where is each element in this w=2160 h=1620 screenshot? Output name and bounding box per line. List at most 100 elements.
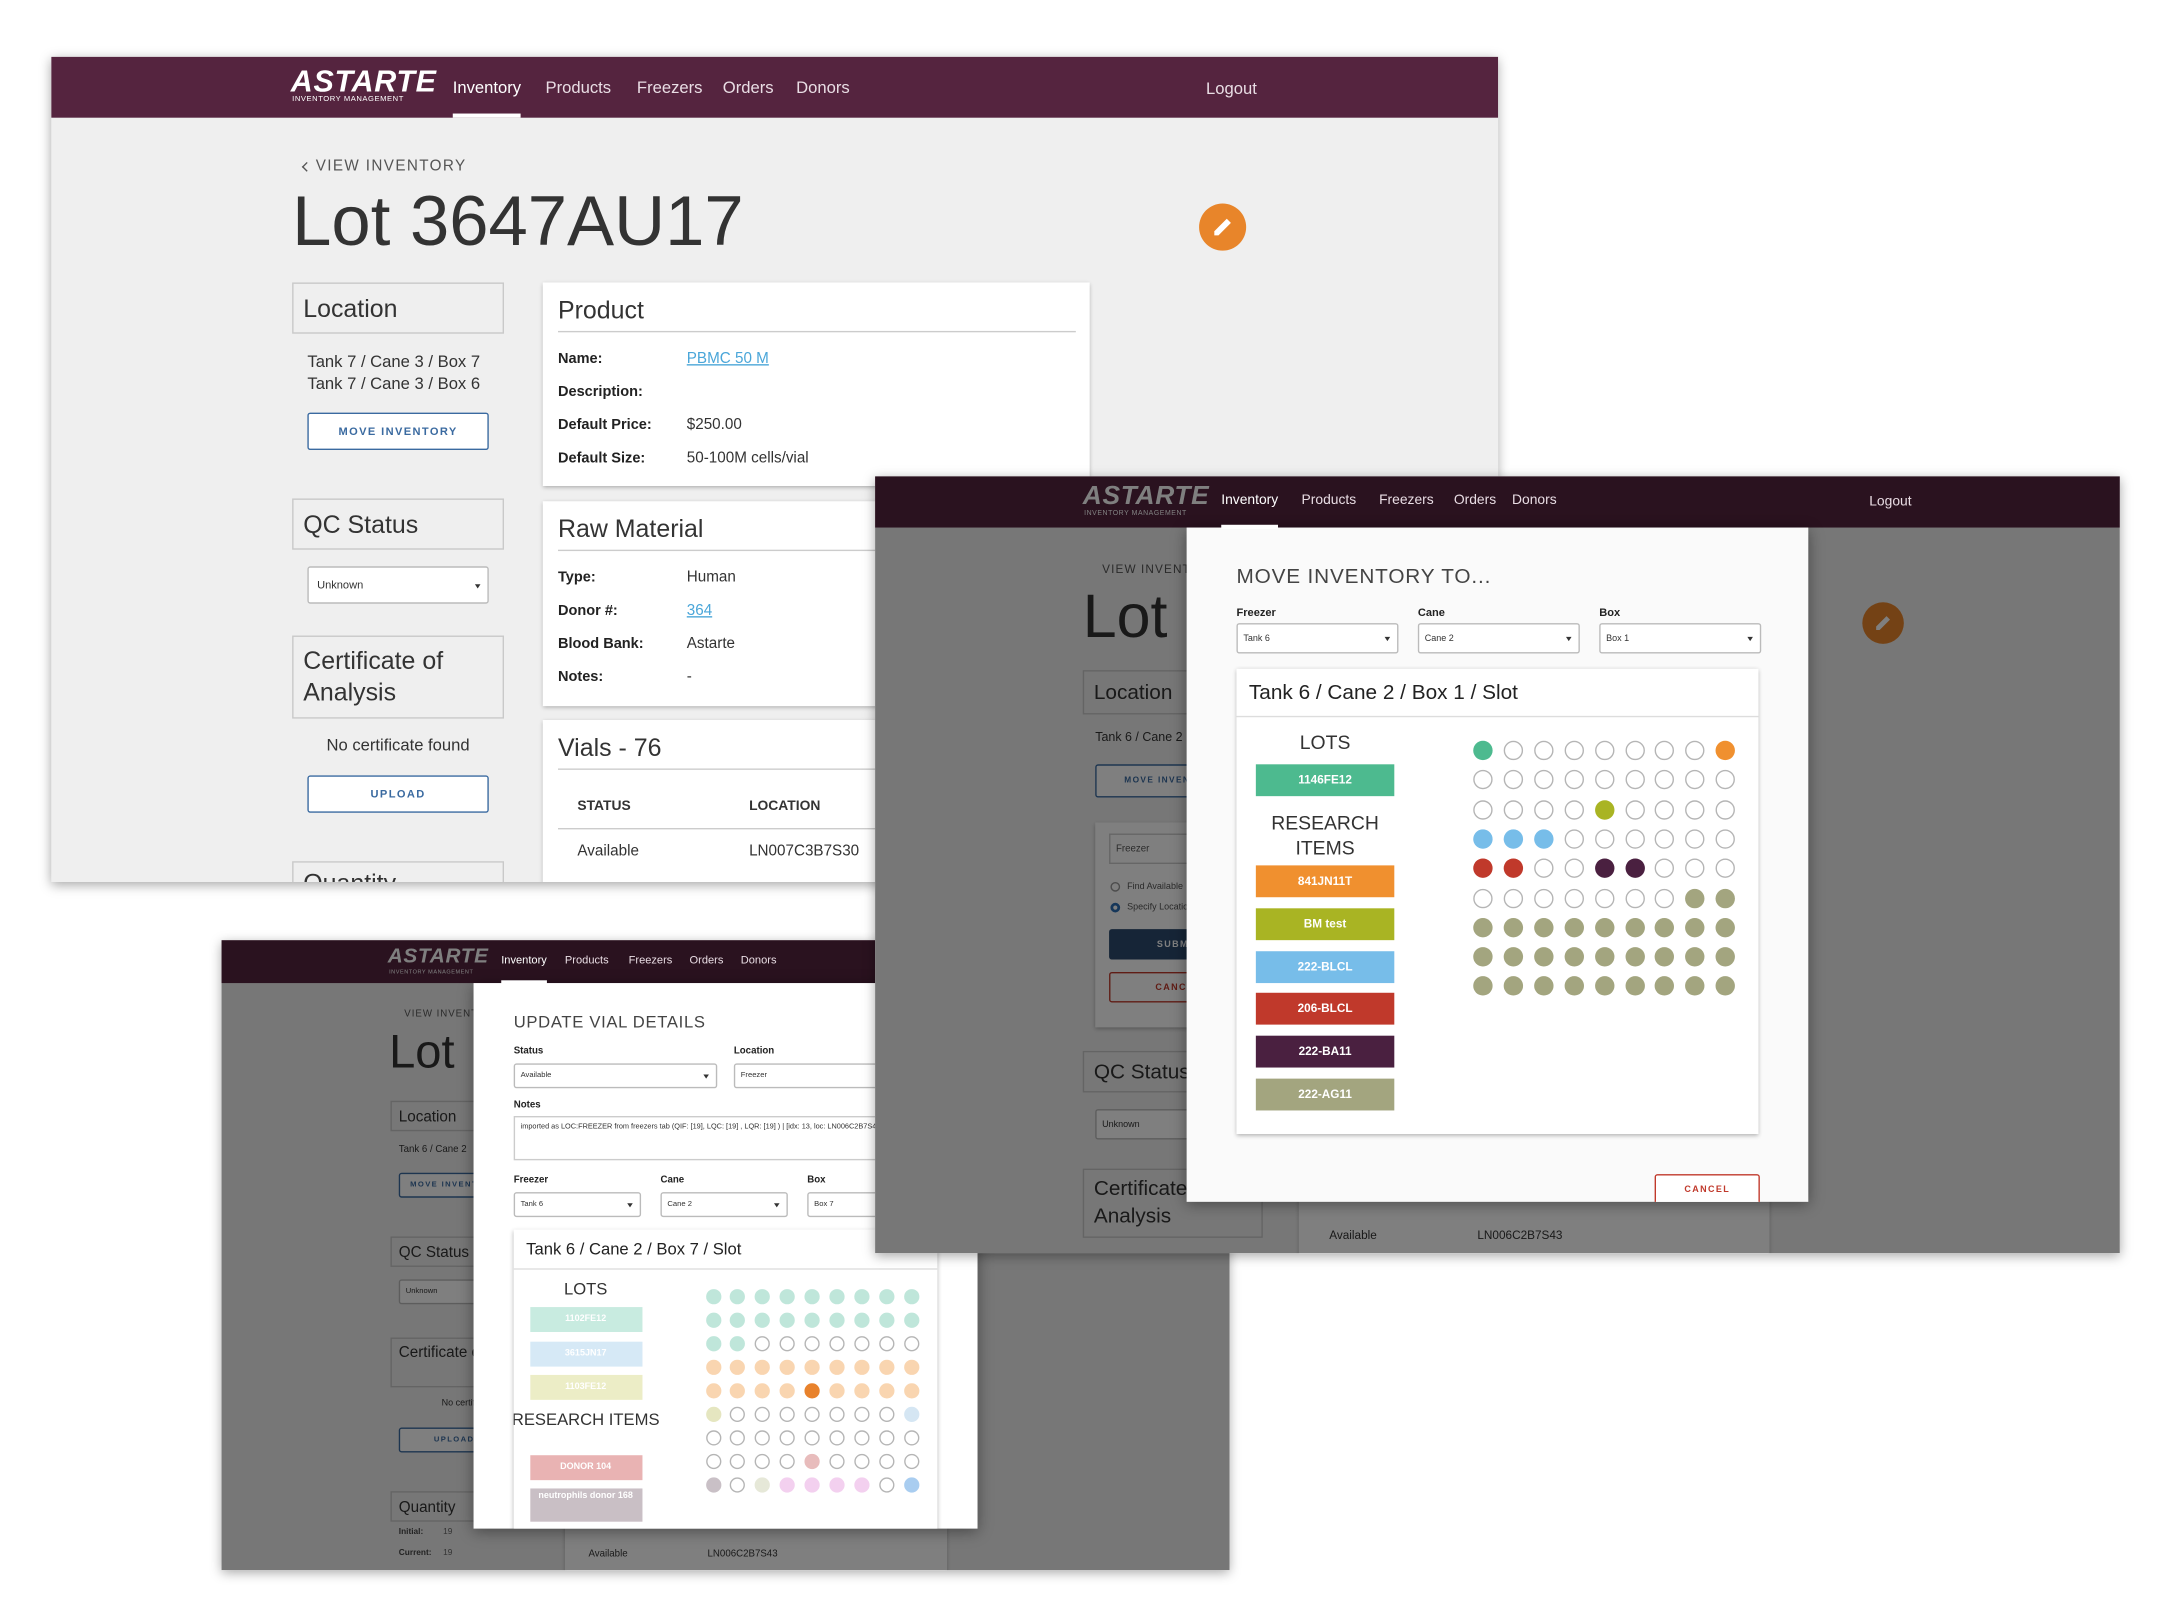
cancel-button[interactable]: CANCEL — [1654, 1174, 1760, 1202]
slot[interactable] — [705, 1311, 721, 1328]
slot[interactable] — [705, 1453, 721, 1469]
slot[interactable] — [1685, 947, 1705, 967]
research-chip[interactable]: neutrophils donor 168 — [529, 1488, 642, 1522]
slot[interactable] — [1624, 976, 1645, 997]
status-select[interactable]: Available — [513, 1063, 718, 1089]
slot[interactable] — [1503, 740, 1523, 761]
slot[interactable] — [1655, 740, 1675, 761]
nav-item[interactable]: Products — [545, 77, 612, 97]
field-value[interactable]: 364 — [686, 602, 713, 619]
slot[interactable] — [1685, 799, 1705, 820]
slot[interactable] — [829, 1311, 845, 1328]
slot[interactable] — [1594, 947, 1614, 967]
breadcrumb[interactable]: VIEW INVENTORY — [315, 157, 467, 175]
slot[interactable] — [878, 1476, 895, 1492]
slot[interactable] — [1473, 740, 1493, 761]
slot[interactable] — [705, 1382, 721, 1398]
slot[interactable] — [1715, 917, 1736, 938]
slot[interactable] — [1533, 770, 1554, 790]
slot[interactable] — [1473, 917, 1493, 938]
slot[interactable] — [755, 1429, 771, 1445]
slot[interactable] — [903, 1453, 919, 1469]
slot[interactable] — [1624, 888, 1645, 908]
slot[interactable] — [1685, 829, 1705, 849]
slot[interactable] — [1655, 947, 1675, 967]
research-chip[interactable]: 222-BA11 — [1255, 1035, 1395, 1068]
slot[interactable] — [755, 1311, 771, 1328]
slot[interactable] — [730, 1335, 746, 1351]
slot[interactable] — [903, 1288, 919, 1304]
slot[interactable] — [779, 1406, 796, 1422]
nav-item[interactable]: Inventory — [1221, 492, 1279, 509]
slot[interactable] — [804, 1476, 820, 1492]
slot[interactable] — [1594, 976, 1614, 997]
slot[interactable] — [854, 1382, 870, 1398]
slot[interactable] — [1473, 829, 1493, 849]
slot[interactable] — [1564, 947, 1584, 967]
slot[interactable] — [1655, 770, 1675, 790]
slot[interactable] — [730, 1288, 746, 1304]
slot[interactable] — [779, 1476, 796, 1492]
slot[interactable] — [878, 1382, 895, 1398]
slot[interactable] — [1533, 976, 1554, 997]
slot[interactable] — [1685, 888, 1705, 908]
slot[interactable] — [903, 1406, 919, 1422]
slot[interactable] — [1503, 976, 1523, 997]
nav-item[interactable]: Products — [1301, 492, 1357, 509]
slot[interactable] — [829, 1358, 845, 1375]
lot-chip[interactable]: 3615JN17 — [529, 1340, 642, 1366]
slot[interactable] — [730, 1382, 746, 1398]
slot[interactable] — [903, 1311, 919, 1328]
qc-select[interactable]: Unknown — [307, 566, 489, 604]
slot[interactable] — [878, 1335, 895, 1351]
slot[interactable] — [1685, 740, 1705, 761]
slot[interactable] — [1594, 858, 1614, 879]
slot[interactable] — [779, 1288, 796, 1304]
slot[interactable] — [804, 1382, 820, 1398]
slot[interactable] — [779, 1358, 796, 1375]
slot[interactable] — [829, 1453, 845, 1469]
lot-chip[interactable]: 1102FE12 — [529, 1307, 642, 1332]
nav-item[interactable]: Inventory — [501, 954, 547, 967]
slot[interactable] — [878, 1358, 895, 1375]
nav-item[interactable]: Donors — [1511, 492, 1557, 509]
slot[interactable] — [854, 1476, 870, 1492]
slot[interactable] — [1564, 976, 1584, 997]
nav-item[interactable]: Freezers — [1379, 492, 1434, 509]
slot[interactable] — [854, 1406, 870, 1422]
slot[interactable] — [1503, 770, 1523, 790]
slot[interactable] — [804, 1406, 820, 1422]
slot[interactable] — [1564, 917, 1584, 938]
slot[interactable] — [1503, 829, 1523, 849]
nav-item[interactable]: Products — [564, 954, 609, 967]
move-inventory-button[interactable]: MOVE INVENTORY — [307, 412, 489, 450]
slot[interactable] — [1624, 858, 1645, 879]
edit-button[interactable] — [1199, 203, 1247, 251]
research-chip[interactable]: BM test — [1255, 908, 1395, 940]
field-value[interactable]: PBMC 50 M — [686, 350, 769, 367]
location-select[interactable]: Tank 6 — [1236, 623, 1399, 654]
slot[interactable] — [804, 1288, 820, 1304]
slot[interactable] — [705, 1406, 721, 1422]
slot[interactable] — [1594, 770, 1614, 790]
slot[interactable] — [755, 1382, 771, 1398]
nav-item[interactable]: Orders — [689, 954, 724, 967]
slot[interactable] — [829, 1288, 845, 1304]
nav-item[interactable]: Freezers — [628, 954, 673, 967]
slot[interactable] — [705, 1335, 721, 1351]
research-chip[interactable]: 206-BLCL — [1255, 993, 1395, 1025]
slot[interactable] — [1715, 799, 1736, 820]
slot[interactable] — [804, 1358, 820, 1375]
slot[interactable] — [705, 1476, 721, 1492]
slot[interactable] — [1473, 799, 1493, 820]
slot[interactable] — [1715, 888, 1736, 908]
slot[interactable] — [1564, 888, 1584, 908]
slot[interactable] — [755, 1358, 771, 1375]
slot[interactable] — [779, 1382, 796, 1398]
slot[interactable] — [1624, 947, 1645, 967]
slot[interactable] — [1655, 917, 1675, 938]
slot[interactable] — [1564, 740, 1584, 761]
slot[interactable] — [1655, 829, 1675, 849]
slot[interactable] — [903, 1335, 919, 1351]
slot[interactable] — [779, 1311, 796, 1328]
